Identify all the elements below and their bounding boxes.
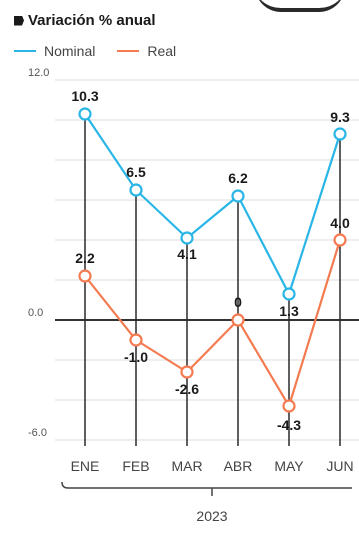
chart-title-text: Variación % anual <box>28 12 156 29</box>
x-category-label: MAR <box>171 458 202 474</box>
data-point-real <box>231 313 245 327</box>
data-point-real <box>333 233 347 247</box>
year-group: 2023 <box>61 481 352 524</box>
data-point-nominal <box>333 127 347 141</box>
series-lines <box>84 113 342 408</box>
legend-swatch-real <box>117 50 140 52</box>
data-label-real: -4.3 <box>277 417 301 433</box>
data-label-nominal: 9.3 <box>330 109 350 125</box>
y-tick-label: 12.0 <box>28 67 49 79</box>
year-bracket <box>61 481 352 489</box>
x-category-label: JUN <box>326 458 353 474</box>
y-axis-ticks: 12.0 0.0 -6.0 <box>28 67 49 439</box>
grid <box>55 79 359 441</box>
x-category-label: MAY <box>274 458 304 474</box>
data-label-real: 0 <box>234 294 242 310</box>
year-label: 2023 <box>196 508 227 524</box>
data-point-real <box>129 333 143 347</box>
data-label-nominal: 10.3 <box>71 88 98 104</box>
x-category-label: ENE <box>71 458 100 474</box>
data-point-nominal <box>78 107 92 121</box>
y-tick-label: 0.0 <box>28 307 43 319</box>
data-point-nominal <box>231 189 245 203</box>
data-point-nominal <box>282 287 296 301</box>
legend: Nominal Real <box>14 43 176 59</box>
x-category-label: FEB <box>122 458 149 474</box>
data-label-nominal: 6.5 <box>126 164 146 180</box>
data-label-real: -1.0 <box>124 349 148 365</box>
data-point-real <box>78 269 92 283</box>
x-category-label: ABR <box>224 458 253 474</box>
data-label-real: 4.0 <box>330 215 350 231</box>
data-label-nominal: 4.1 <box>177 246 197 262</box>
y-tick-label: -6.0 <box>28 427 47 439</box>
legend-swatch-nominal <box>14 50 36 52</box>
data-label-real: -2.6 <box>175 381 199 397</box>
data-labels: 10.3 6.5 4.1 6.2 1.3 9.3 2.2 -1.0 -2.6 0 -4.3 4.0 <box>71 88 350 433</box>
legend-label-real: Real <box>147 43 177 59</box>
data-label-real: 2.2 <box>75 250 95 266</box>
series-line-nominal <box>84 113 342 296</box>
series-points <box>78 107 347 413</box>
data-point-nominal <box>129 183 143 197</box>
data-point-real <box>180 365 194 379</box>
data-label-nominal: 1.3 <box>279 303 299 319</box>
title-bullet-icon <box>14 15 24 26</box>
series-line-real <box>84 239 342 408</box>
legend-item-nominal: Nominal <box>14 43 95 59</box>
legend-item-real: Real <box>117 43 176 59</box>
data-point-nominal <box>180 231 194 245</box>
x-axis-categories: ENE FEB MAR ABR MAY JUN <box>71 458 354 474</box>
legend-label-nominal: Nominal <box>44 43 96 59</box>
data-point-real <box>282 399 296 413</box>
chart-title: Variación % anual <box>14 12 156 29</box>
header-decoration <box>255 0 345 12</box>
data-label-nominal: 6.2 <box>228 170 248 186</box>
